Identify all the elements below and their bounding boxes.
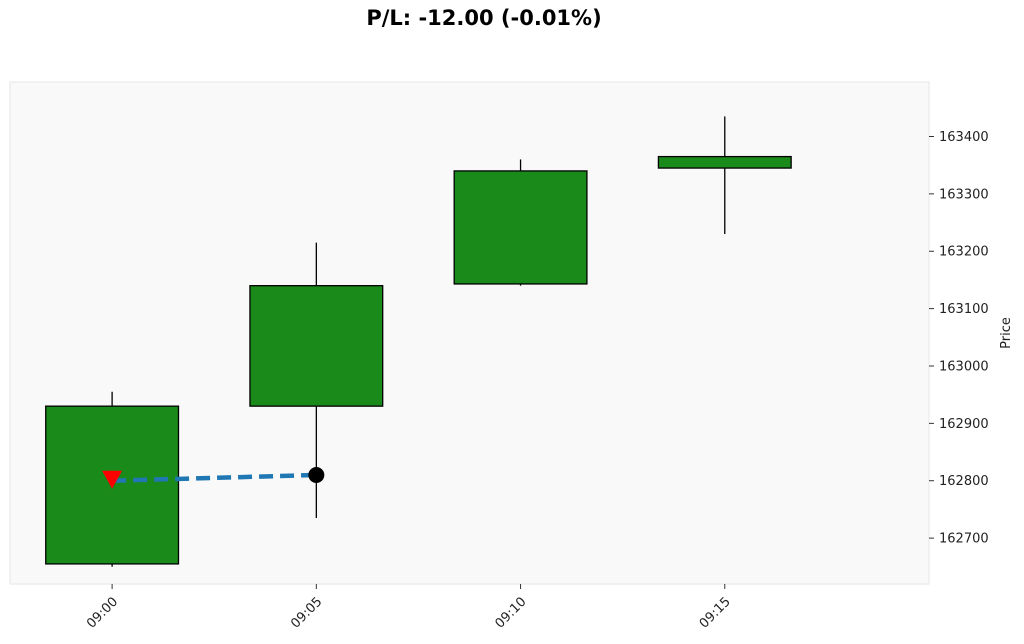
x-axis: 09:00 09:05 09:10 09:15	[84, 584, 734, 632]
trade-layer	[102, 466, 325, 489]
y-tick-label: 163200	[939, 245, 989, 260]
y-tick-label: 163400	[939, 130, 989, 145]
candle-body-09:10	[453, 170, 588, 285]
y-axis-label: Price	[999, 317, 1014, 349]
candle-body-09:05	[249, 285, 384, 407]
candle-body-09:15	[657, 155, 792, 169]
y-axis: 162700 162800 162900 163000 163100 163200 1633…	[929, 130, 989, 547]
y-tick-label: 162800	[939, 474, 989, 489]
x-tick-label: 09:10	[493, 594, 530, 631]
x-tick-label: 09:00	[84, 594, 121, 631]
entry-marker	[102, 470, 123, 489]
y-tick-label: 162900	[939, 417, 989, 432]
exit-marker	[308, 466, 325, 483]
y-tick-label: 162700	[939, 532, 989, 547]
x-tick-label: 09:05	[288, 594, 325, 631]
y-tick-label: 163100	[939, 302, 989, 317]
y-tick-label: 163000	[939, 359, 989, 374]
trade-line	[112, 472, 317, 483]
y-tick-label: 163300	[939, 187, 989, 202]
chart-title: P/L: -12.00 (-0.01%)	[366, 6, 602, 30]
x-tick-label: 09:15	[697, 594, 734, 631]
